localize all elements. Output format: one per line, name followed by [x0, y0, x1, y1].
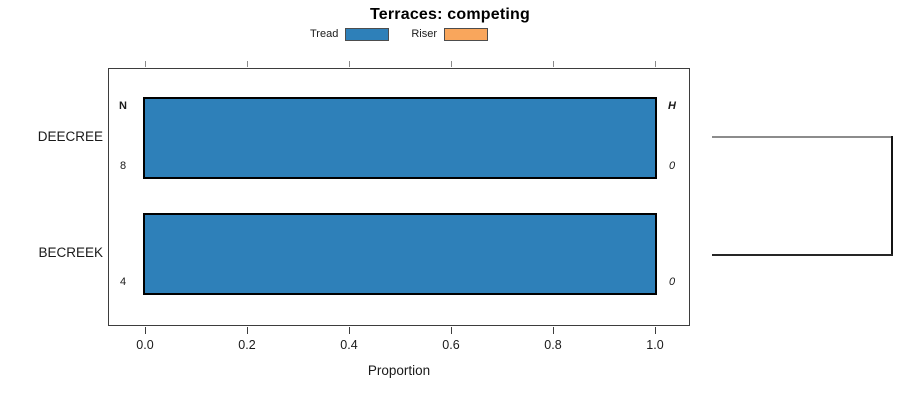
x-tick-label: 0.4 — [340, 338, 358, 352]
x-tick-label: 0.2 — [238, 338, 256, 352]
legend-label: Tread — [310, 28, 339, 40]
legend-item: Riser — [411, 27, 488, 41]
x-axis-top-tick — [451, 61, 452, 67]
n-column-header: N — [119, 100, 127, 112]
group-bracket-vertical-line — [891, 136, 893, 256]
x-axis-top-tick — [247, 61, 248, 67]
category-label: DEECREE — [37, 129, 103, 144]
x-axis-tick — [451, 327, 452, 334]
x-tick-label: 0.6 — [442, 338, 460, 352]
category-label: BECREEK — [38, 245, 103, 260]
x-axis-top-tick — [145, 61, 146, 67]
x-axis-tick — [553, 327, 554, 334]
legend: Tread Riser — [108, 25, 690, 43]
x-axis-top-tick — [349, 61, 350, 67]
n-value: 4 — [119, 276, 127, 288]
chart-title: Terraces: competing — [370, 6, 530, 23]
x-axis-top-tick — [553, 61, 554, 67]
x-axis-tick — [145, 327, 146, 334]
h-value: 0 — [668, 160, 676, 172]
plot-area — [108, 68, 690, 326]
x-axis-tick — [349, 327, 350, 334]
x-axis-tick — [247, 327, 248, 334]
n-value: 8 — [119, 160, 127, 172]
x-tick-label: 1.0 — [646, 338, 664, 352]
x-axis-tick — [655, 327, 656, 334]
x-tick-label: 0.8 — [544, 338, 562, 352]
legend-label: Riser — [411, 28, 437, 40]
legend-item: Tread — [310, 27, 390, 41]
bar-segment-tread — [143, 213, 657, 295]
legend-swatch — [345, 27, 390, 41]
x-axis-label: Proportion — [367, 363, 431, 378]
group-bracket-top-line — [712, 136, 893, 138]
h-column-header: H — [668, 100, 676, 112]
bar-segment-tread — [143, 97, 657, 179]
x-axis-top-tick — [655, 61, 656, 67]
x-tick-label: 0.0 — [136, 338, 154, 352]
h-value: 0 — [668, 276, 676, 288]
legend-swatch — [444, 27, 488, 41]
group-bracket-bottom-line — [712, 254, 893, 256]
